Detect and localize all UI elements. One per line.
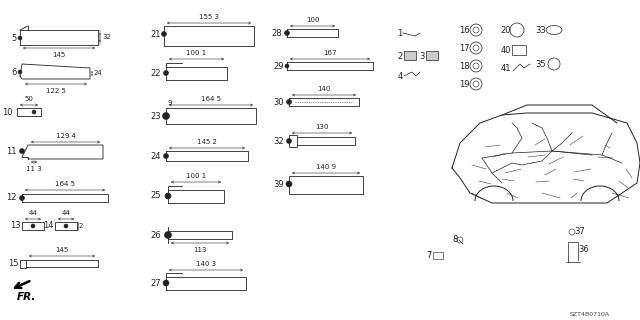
Circle shape <box>163 113 170 119</box>
Circle shape <box>285 64 289 68</box>
Text: 10: 10 <box>3 108 13 116</box>
Bar <box>55 222 77 230</box>
Circle shape <box>163 280 169 286</box>
Text: 18: 18 <box>460 61 470 70</box>
Circle shape <box>64 224 68 228</box>
Text: 4: 4 <box>397 71 403 81</box>
Text: 9: 9 <box>167 100 172 106</box>
Text: 11 3: 11 3 <box>26 166 42 172</box>
Circle shape <box>285 30 289 36</box>
Text: 140: 140 <box>317 86 331 92</box>
Text: 29: 29 <box>273 61 284 70</box>
Text: 164 5: 164 5 <box>201 96 221 102</box>
Text: 39: 39 <box>273 180 284 188</box>
Text: 145: 145 <box>52 52 66 58</box>
Circle shape <box>19 196 24 201</box>
Text: 23: 23 <box>150 111 161 121</box>
Circle shape <box>19 148 24 154</box>
Text: 8: 8 <box>452 236 458 244</box>
Text: 140 9: 140 9 <box>316 164 336 170</box>
Text: 22: 22 <box>150 68 161 77</box>
Text: 100: 100 <box>306 17 319 23</box>
Text: 27: 27 <box>150 278 161 287</box>
Bar <box>289 135 297 147</box>
Text: 35: 35 <box>536 60 546 68</box>
Bar <box>22 222 44 230</box>
Bar <box>166 108 256 124</box>
Text: 17: 17 <box>460 44 470 52</box>
Circle shape <box>32 110 36 114</box>
Text: SZT4B0710A: SZT4B0710A <box>570 312 610 317</box>
Text: 32: 32 <box>102 34 111 40</box>
Circle shape <box>163 70 168 76</box>
Circle shape <box>165 193 171 199</box>
Text: 129 4: 129 4 <box>56 133 76 139</box>
Text: 113: 113 <box>193 247 207 253</box>
Text: 44: 44 <box>29 210 37 216</box>
Text: 26: 26 <box>150 230 161 239</box>
Text: 2: 2 <box>397 52 403 60</box>
Bar <box>512 45 526 55</box>
Circle shape <box>164 231 172 238</box>
Text: 20: 20 <box>500 26 511 35</box>
Text: 50: 50 <box>24 96 33 102</box>
Text: 155 3: 155 3 <box>199 14 219 20</box>
Circle shape <box>31 224 35 228</box>
Text: 15: 15 <box>8 260 19 268</box>
Text: 19: 19 <box>460 79 470 89</box>
Bar <box>404 51 416 60</box>
Text: 12: 12 <box>6 194 17 203</box>
Text: 11: 11 <box>6 147 17 156</box>
Text: 33: 33 <box>535 26 546 35</box>
Text: 36: 36 <box>578 244 589 253</box>
Text: 100 1: 100 1 <box>186 50 207 56</box>
Text: 167: 167 <box>323 50 337 56</box>
Text: 13: 13 <box>10 220 21 229</box>
Text: 145 2: 145 2 <box>197 139 217 145</box>
Text: 28: 28 <box>271 28 282 37</box>
Text: 122 5: 122 5 <box>46 88 66 94</box>
Bar <box>164 26 254 46</box>
Text: 37: 37 <box>574 228 585 236</box>
Text: 25: 25 <box>150 191 161 201</box>
Bar <box>426 51 438 60</box>
Text: 24: 24 <box>94 70 103 76</box>
Text: 6: 6 <box>12 68 17 76</box>
Text: 40: 40 <box>500 45 511 54</box>
Bar <box>433 252 443 259</box>
Circle shape <box>18 36 22 40</box>
Text: 30: 30 <box>273 98 284 107</box>
Text: 100 1: 100 1 <box>186 173 206 179</box>
Text: 14: 14 <box>44 220 54 229</box>
Text: 44: 44 <box>61 210 70 216</box>
Text: FR.: FR. <box>16 292 36 302</box>
Circle shape <box>287 100 291 105</box>
Text: 7: 7 <box>427 252 432 260</box>
Text: 5: 5 <box>12 34 17 43</box>
Text: 1: 1 <box>397 28 402 37</box>
Text: 16: 16 <box>460 26 470 35</box>
Bar <box>289 176 363 194</box>
Text: 140 3: 140 3 <box>196 261 216 267</box>
Bar <box>20 260 26 268</box>
Text: 164 5: 164 5 <box>55 181 75 187</box>
Circle shape <box>287 139 291 143</box>
Text: 145: 145 <box>56 247 68 253</box>
Circle shape <box>18 70 22 74</box>
Text: 2: 2 <box>79 223 83 229</box>
Text: 32: 32 <box>273 137 284 146</box>
Circle shape <box>286 181 292 187</box>
Text: 41: 41 <box>500 63 511 73</box>
Text: 3: 3 <box>420 52 425 60</box>
Text: 21: 21 <box>150 29 161 38</box>
Circle shape <box>163 154 168 158</box>
Bar <box>17 108 41 116</box>
Circle shape <box>161 31 166 36</box>
Text: 130: 130 <box>316 124 329 130</box>
Text: 24: 24 <box>150 151 161 161</box>
